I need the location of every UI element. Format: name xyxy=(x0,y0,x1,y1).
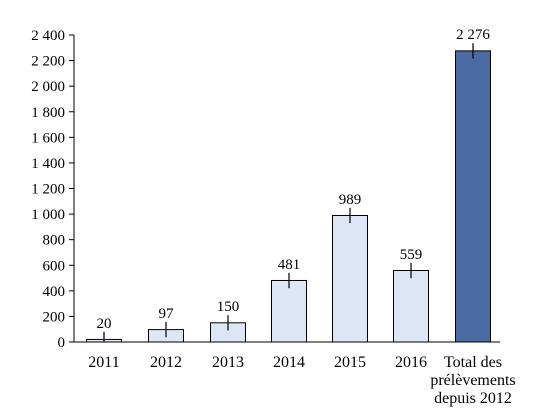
x-tick-label: 2013 xyxy=(212,354,244,371)
bar xyxy=(393,269,429,343)
x-tick-label-line: 2011 xyxy=(88,354,119,371)
x-tick-label-line: 2016 xyxy=(395,354,427,371)
bar xyxy=(271,279,307,343)
x-tick-label: 2011 xyxy=(88,354,119,371)
data-label: 989 xyxy=(339,192,362,208)
data-label: 20 xyxy=(97,316,112,332)
y-tick-label: 2 200 xyxy=(31,54,65,70)
x-tick-label: Total des prélèvements depuis 2012 xyxy=(430,354,515,407)
data-label: 481 xyxy=(278,257,301,273)
y-tick-label: 1 800 xyxy=(31,105,65,121)
x-tick-label-line: Total des xyxy=(444,354,502,371)
bar xyxy=(332,214,368,343)
data-label: 559 xyxy=(400,247,423,263)
x-tick-label-line: 2014 xyxy=(273,354,305,371)
x-tick-label: 2014 xyxy=(273,354,305,371)
y-tick-label: 1 600 xyxy=(31,130,65,146)
y-tick-label: 400 xyxy=(43,284,66,300)
data-label: 2 276 xyxy=(456,27,490,43)
x-tick-label: 2012 xyxy=(150,354,182,371)
y-tick-label: 1 200 xyxy=(31,182,65,198)
data-label: 97 xyxy=(159,306,175,322)
bar-total xyxy=(455,50,491,343)
x-tick-label-line: depuis 2012 xyxy=(434,390,512,407)
x-tick-label: 2016 xyxy=(395,354,427,371)
x-tick-label-line: 2013 xyxy=(212,354,244,371)
y-tick-label: 800 xyxy=(43,233,66,249)
y-tick-label: 200 xyxy=(43,309,66,325)
x-tick-label-line: 2015 xyxy=(334,354,366,371)
y-tick-label: 2 000 xyxy=(31,79,65,95)
y-tick-label: 1 400 xyxy=(31,156,65,172)
y-tick-label: 1 000 xyxy=(31,207,65,223)
y-tick-label: 0 xyxy=(58,335,66,351)
x-tick-label: 2015 xyxy=(334,354,366,371)
x-tick-label-line: 2012 xyxy=(150,354,182,371)
x-tick-label-line: prélèvements xyxy=(430,372,515,389)
y-tick-label: 2 400 xyxy=(31,28,65,44)
y-tick-label: 600 xyxy=(43,258,66,274)
data-label: 150 xyxy=(217,299,240,315)
